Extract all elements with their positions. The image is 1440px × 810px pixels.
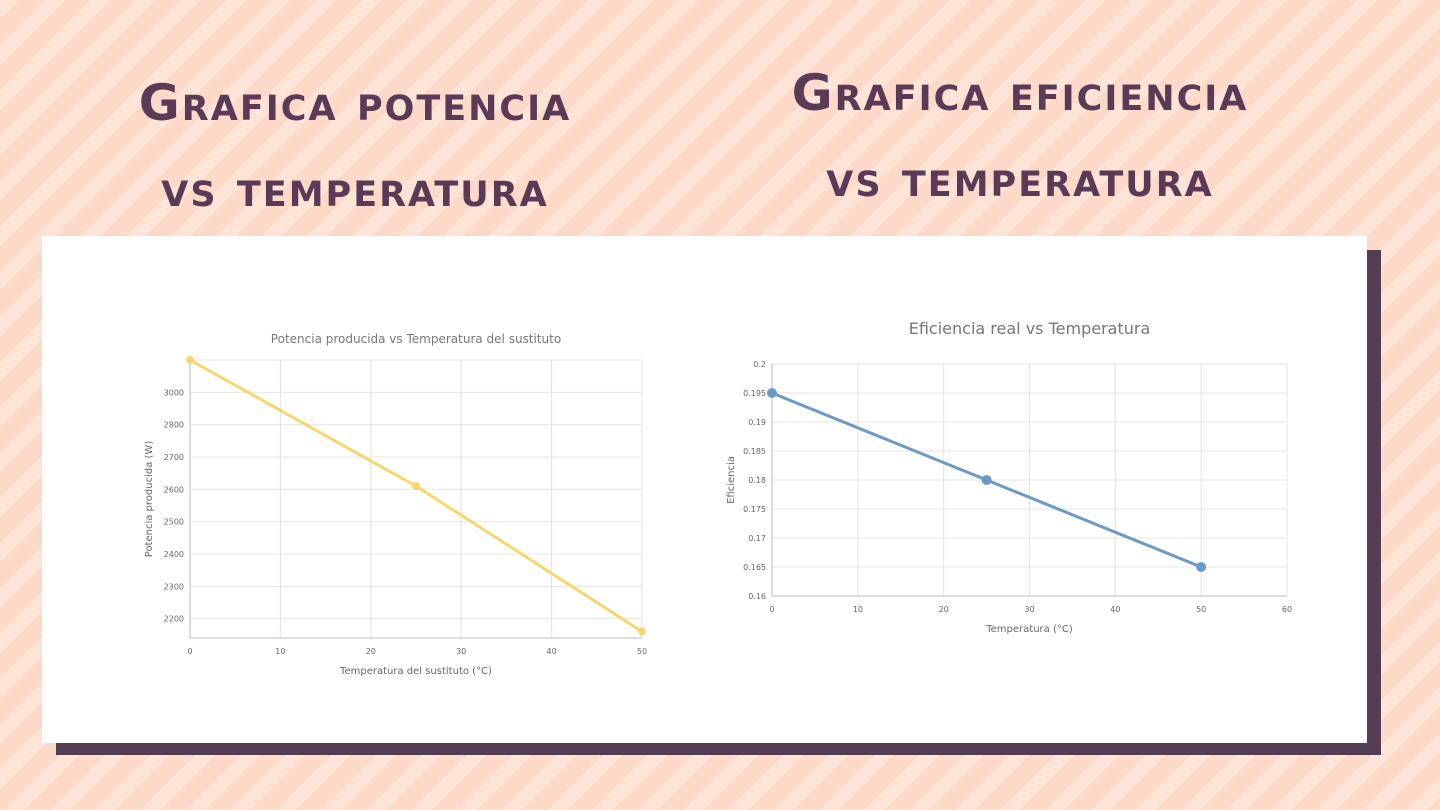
x-tick-label: 20 xyxy=(366,647,376,656)
y-tick-label: 2300 xyxy=(164,582,184,591)
chart-title: Eficiencia real vs Temperatura xyxy=(909,319,1151,338)
efficiency-vs-temperature-chart: 0.16 0.165 0.17 0.175 0.18 0.185 0.19 0.195 0.2 0… xyxy=(726,319,1292,635)
y-tick-label: 0.165 xyxy=(743,563,766,572)
x-tick-label: 0 xyxy=(769,605,774,614)
x-tick-label: 10 xyxy=(275,647,285,656)
y-tick-label: 2200 xyxy=(164,615,184,624)
x-tick-label: 40 xyxy=(547,647,557,656)
heading-line: Grafica potencia xyxy=(138,74,572,132)
chart-card: 2200 2300 2400 2500 2600 2700 2800 3000 0 10 20 30 4… xyxy=(42,236,1367,743)
y-tick-label: 0.195 xyxy=(743,389,766,398)
x-tick-label: 60 xyxy=(1282,605,1292,614)
y-tick-label: 0.19 xyxy=(748,418,766,427)
data-point xyxy=(981,475,992,485)
x-tick-label: 10 xyxy=(853,605,863,614)
data-point xyxy=(412,482,420,491)
y-tick-label: 0.175 xyxy=(743,505,766,514)
heading-line: vs temperatura xyxy=(161,160,549,218)
data-point xyxy=(186,356,194,364)
power-vs-temperature-chart: 2200 2300 2400 2500 2600 2700 2800 3000 0 10 20 30 4… xyxy=(144,332,647,677)
heading-line: Grafica eficiencia xyxy=(791,64,1249,122)
y-axis-label: Potencia producida (W) xyxy=(144,441,155,558)
x-axis-label: Temperatura del sustituto (°C) xyxy=(339,666,492,677)
y-tick-label: 2800 xyxy=(164,421,184,430)
x-tick-label: 0 xyxy=(187,647,192,656)
y-tick-label: 0.2 xyxy=(753,360,766,369)
data-point xyxy=(638,627,646,636)
y-tick-label: 0.185 xyxy=(743,447,766,456)
data-point xyxy=(1196,562,1207,572)
heading-efficiency-vs-temperature: Grafica eficiencia vs temperatura xyxy=(720,50,1320,222)
y-tick-label: 2500 xyxy=(164,518,184,527)
x-tick-label: 30 xyxy=(1024,605,1034,614)
y-tick-label: 0.16 xyxy=(748,592,766,601)
y-tick-label: 2600 xyxy=(164,485,184,494)
x-tick-label: 50 xyxy=(1196,605,1206,614)
x-axis-label: Temperatura (°C) xyxy=(985,624,1073,635)
x-tick-label: 50 xyxy=(637,647,647,656)
y-tick-label: 3000 xyxy=(164,388,184,397)
y-axis-label: Eficiencia xyxy=(726,456,737,504)
x-tick-label: 30 xyxy=(456,647,466,656)
x-tick-label: 40 xyxy=(1110,605,1120,614)
y-tick-label: 0.17 xyxy=(748,534,766,543)
heading-line: vs temperatura xyxy=(826,150,1214,208)
data-point xyxy=(767,388,777,398)
heading-power-vs-temperature: Grafica potencia vs temperatura xyxy=(60,60,650,232)
y-tick-label: 2700 xyxy=(164,453,184,462)
x-tick-label: 20 xyxy=(939,605,949,614)
y-tick-label: 0.18 xyxy=(748,476,766,485)
y-tick-label: 2400 xyxy=(164,550,184,559)
chart-title: Potencia producida vs Temperatura del su… xyxy=(271,332,561,346)
